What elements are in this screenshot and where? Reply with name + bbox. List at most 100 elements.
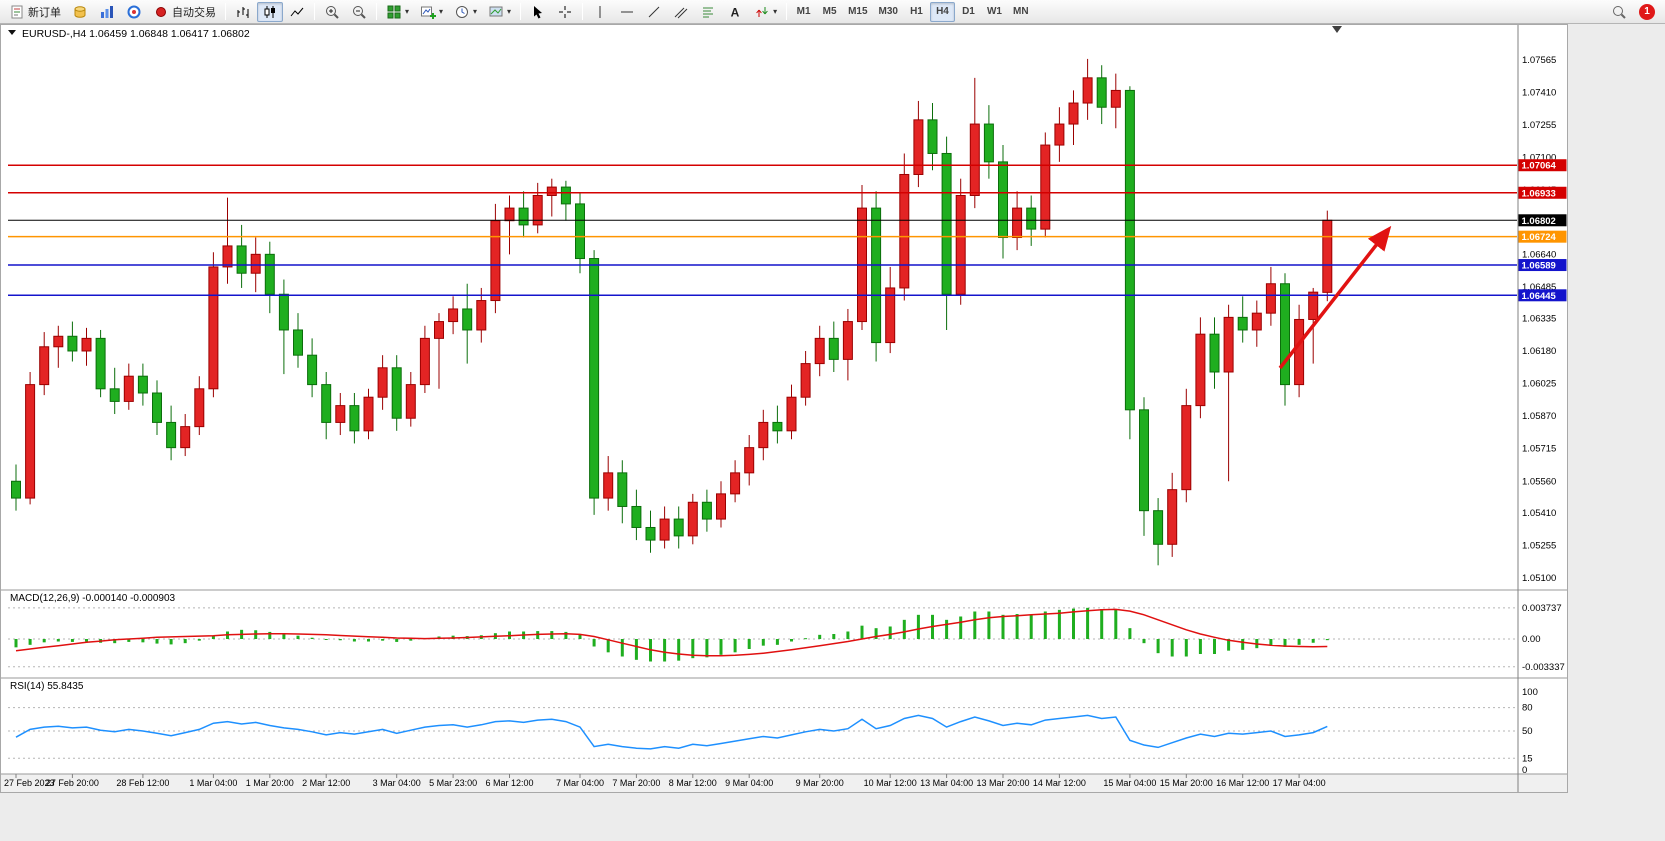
timeframe-mn-button[interactable]: MN <box>1008 2 1034 22</box>
svg-text:7 Mar 20:00: 7 Mar 20:00 <box>612 778 660 788</box>
vertical-line-button[interactable] <box>587 2 613 22</box>
chart-collapse-icon[interactable] <box>8 30 16 35</box>
svg-text:1.06933: 1.06933 <box>1522 188 1556 199</box>
chevron-down-icon: ▾ <box>773 6 778 16</box>
autotrading-button[interactable]: 自动交易 <box>148 2 221 22</box>
price-axis[interactable]: 1.075651.074101.072551.071001.069451.067… <box>1522 55 1556 584</box>
timeframe-h1-button[interactable]: H1 <box>904 2 929 22</box>
chevron-down-icon: ▾ <box>507 6 512 16</box>
timeframe-w1-button[interactable]: W1 <box>982 2 1007 22</box>
rsi-title: RSI(14) 55.8435 <box>10 681 84 692</box>
coins-icon <box>74 5 86 18</box>
horizontal-line-button[interactable] <box>614 2 640 22</box>
svg-text:1.06640: 1.06640 <box>1522 249 1556 260</box>
svg-text:1.06485: 1.06485 <box>1522 282 1556 293</box>
crosshair-button[interactable] <box>552 2 578 22</box>
chevron-down-icon: ▾ <box>439 6 444 16</box>
candlestick-chart-button[interactable] <box>257 1 283 22</box>
notification-badge[interactable]: 1 <box>1639 3 1655 20</box>
price-tags: 1.07064 1.06933 1.06802 1.06724 1.06589 1.064… <box>1518 159 1567 302</box>
toolbar-separator <box>314 3 315 20</box>
chevron-down-icon: ▾ <box>405 6 410 16</box>
svg-text:1.05560: 1.05560 <box>1522 476 1556 487</box>
svg-text:1.06025: 1.06025 <box>1522 379 1556 390</box>
timeframe-m30-button[interactable]: M30 <box>874 2 903 22</box>
arrows-icon <box>756 6 768 17</box>
zoom-in-button[interactable] <box>319 2 345 22</box>
zoom-out-icon <box>353 5 366 19</box>
timeframe-m5-button[interactable]: M5 <box>817 2 842 22</box>
timeframe-m15-button[interactable]: M15 <box>843 2 872 22</box>
chart-shift-marker[interactable] <box>1332 26 1342 33</box>
trend-arrow-annotation[interactable] <box>1278 225 1392 370</box>
svg-text:1.06724: 1.06724 <box>1522 232 1557 243</box>
zoom-out-button[interactable] <box>346 2 372 22</box>
line-chart-button[interactable] <box>284 2 310 22</box>
channel-icon <box>674 7 688 18</box>
svg-text:1.05410: 1.05410 <box>1522 508 1556 519</box>
toolbar-separator <box>582 3 584 20</box>
new-chart-button[interactable]: ▾ <box>415 2 448 22</box>
blue-bars-icon <box>101 5 113 18</box>
rsi-panel: 100 80 50 150 RSI(14) 55.8435 <box>8 681 1538 776</box>
templates-button[interactable]: ▾ <box>483 2 516 22</box>
trendline-button[interactable] <box>641 2 667 22</box>
search-icon <box>1613 5 1626 19</box>
candles-layer <box>11 58 1333 566</box>
svg-text:14 Mar 12:00: 14 Mar 12:00 <box>1033 778 1086 788</box>
svg-text:8 Mar 12:00: 8 Mar 12:00 <box>669 778 717 788</box>
horizontal-line-icon <box>621 11 634 12</box>
equidistant-channel-button[interactable] <box>668 2 694 22</box>
svg-text:27 Feb 20:00: 27 Feb 20:00 <box>46 778 99 788</box>
fibonacci-button[interactable] <box>695 2 721 22</box>
svg-text:1.06445: 1.06445 <box>1522 291 1557 302</box>
new-order-button[interactable]: 新订单 <box>4 2 66 22</box>
svg-text:100: 100 <box>1522 687 1538 698</box>
arrows-tools-button[interactable]: ▾ <box>749 2 782 22</box>
search-button[interactable] <box>1606 2 1632 22</box>
svg-text:0.003737: 0.003737 <box>1522 603 1562 614</box>
svg-text:1.07410: 1.07410 <box>1522 88 1556 99</box>
svg-text:1.05715: 1.05715 <box>1522 444 1556 455</box>
timeframe-m1-button[interactable]: M1 <box>791 2 816 22</box>
trendline-icon <box>648 6 660 17</box>
svg-text:15 Mar 20:00: 15 Mar 20:00 <box>1160 778 1213 788</box>
timeframe-h4-button[interactable]: H4 <box>929 1 955 22</box>
chart-title-ohlc: EURUSD-,H4 1.06459 1.06848 1.06417 1.068… <box>22 28 250 40</box>
candlestick-icon <box>264 5 275 18</box>
svg-text:1.07100: 1.07100 <box>1522 153 1556 164</box>
horizontal-level-lines[interactable] <box>8 164 1517 297</box>
svg-text:17 Mar 04:00: 17 Mar 04:00 <box>1273 778 1326 788</box>
top-toolbar: 新订单 自动交易 ▾ ▾ ▾ ▾ <box>0 0 1665 24</box>
svg-text:1.06335: 1.06335 <box>1522 313 1556 324</box>
community-icon <box>127 5 141 18</box>
svg-text:0: 0 <box>1522 765 1527 776</box>
clock-icon <box>456 5 469 18</box>
market-watch-button[interactable] <box>67 2 93 22</box>
svg-text:1.06180: 1.06180 <box>1522 346 1556 357</box>
svg-text:1.07565: 1.07565 <box>1522 55 1556 66</box>
svg-text:1.07255: 1.07255 <box>1522 120 1556 131</box>
text-label-button[interactable]: A <box>722 2 748 22</box>
autotrading-icon <box>156 6 166 17</box>
svg-text:9 Mar 04:00: 9 Mar 04:00 <box>725 778 773 788</box>
cursor-button[interactable] <box>525 2 551 22</box>
svg-text:13 Mar 20:00: 13 Mar 20:00 <box>976 778 1029 788</box>
macd-panel: 0.003737 0.00 -0.003337 MACD(12,26,9) -0.00… <box>8 593 1565 673</box>
svg-text:13 Mar 04:00: 13 Mar 04:00 <box>920 778 973 788</box>
svg-text:1.05255: 1.05255 <box>1522 540 1556 551</box>
bar-chart-button[interactable] <box>230 2 256 22</box>
tile-windows-button[interactable]: ▾ <box>381 2 414 22</box>
community-button[interactable] <box>121 2 147 22</box>
svg-text:15 Mar 04:00: 15 Mar 04:00 <box>1103 778 1156 788</box>
timeframe-d1-button[interactable]: D1 <box>956 2 981 22</box>
chart-window-border <box>0 24 1568 793</box>
new-chart-icon <box>421 6 437 19</box>
line-chart-icon <box>290 7 304 16</box>
data-window-button[interactable] <box>94 2 120 22</box>
fibonacci-icon <box>703 7 714 17</box>
text-icon: A <box>731 5 740 19</box>
periods-button[interactable]: ▾ <box>449 2 482 22</box>
